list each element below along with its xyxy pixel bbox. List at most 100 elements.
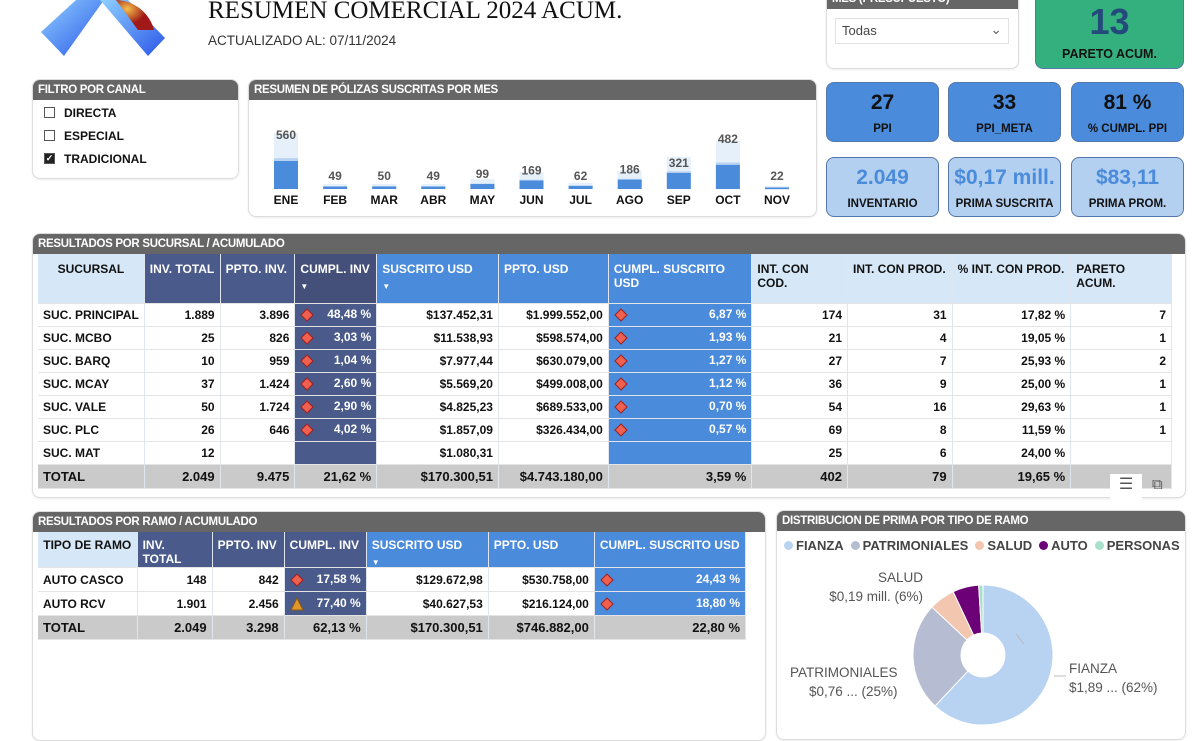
- column-header[interactable]: INT. CON PROD.: [847, 254, 953, 304]
- leader-line-patrimoniales: [919, 678, 927, 681]
- diamond-red-icon: [300, 331, 315, 345]
- table-cell: 4: [847, 326, 953, 350]
- cell-value: 31: [933, 307, 947, 322]
- column-header[interactable]: PPTO. USD: [498, 254, 609, 304]
- donut-slice-personas[interactable]: [978, 584, 984, 634]
- diamond-red-icon: [614, 423, 628, 437]
- kpi-label: INVENTARIO: [847, 198, 918, 210]
- total-cell: 79: [847, 464, 953, 489]
- column-header-label: PPTO. INV.: [225, 262, 287, 276]
- cell-value: $170.300,51: [410, 620, 483, 635]
- column-header[interactable]: SUSCRITO USD ▼: [376, 254, 499, 304]
- expand-icon[interactable]: ⧉: [1152, 476, 1163, 493]
- canal-option-tradicional[interactable]: ✓ TRADICIONAL: [33, 147, 238, 170]
- column-header[interactable]: CUMPL. INV: [284, 532, 367, 568]
- bar-AGO[interactable]: [617, 179, 642, 189]
- legend-item-auto[interactable]: AUTO: [1039, 538, 1088, 553]
- legend-item-personas[interactable]: PERSONAS: [1094, 538, 1180, 553]
- bar-category-label: JUN: [519, 193, 543, 207]
- checkbox-icon[interactable]: [44, 130, 55, 141]
- table-cell: 26: [144, 418, 221, 442]
- cell-value: 1: [1159, 399, 1166, 414]
- bar-JUL[interactable]: [568, 185, 593, 189]
- column-header[interactable]: CUMPL. SUSCRITO USD: [608, 254, 753, 304]
- donut-slice-fianza[interactable]: [934, 584, 1054, 726]
- checkbox-icon[interactable]: ✓: [44, 153, 55, 164]
- legend-label: AUTO: [1051, 538, 1088, 553]
- table-cell: 1.889: [144, 303, 221, 327]
- cell-value: $11.538,93: [433, 330, 493, 345]
- column-header[interactable]: SUSCRITO USD ▼: [366, 532, 489, 568]
- cell-value: 402: [820, 468, 842, 484]
- diamond-red-icon: [300, 423, 315, 437]
- bar-ABR[interactable]: [421, 186, 446, 189]
- legend-dot-icon: [784, 541, 793, 550]
- column-header[interactable]: INV. TOTAL: [137, 532, 213, 568]
- bar-SEP[interactable]: [666, 172, 691, 189]
- cell-value: $4.825,23: [439, 399, 493, 414]
- column-header[interactable]: CUMPL. SUSCRITO USD: [594, 532, 747, 568]
- polizas-bar-chart: 560 ENE 49 FEB 50 MAR 49 ABR 99 MAY 169 JUN 62 JUL 186…: [274, 128, 790, 207]
- cell-value: 4: [939, 330, 947, 345]
- month-dropdown[interactable]: Todas ⌄: [835, 18, 1009, 44]
- column-header[interactable]: CUMPL. INV ▼: [294, 254, 378, 304]
- cell-value: SUC. BARQ: [43, 353, 111, 368]
- table-cell: 9: [847, 372, 953, 396]
- total-cell: 3,59 %: [608, 464, 753, 489]
- canal-option-especial[interactable]: ESPECIAL: [33, 124, 238, 147]
- table-cell: [498, 441, 609, 465]
- legend-label: SALUD: [987, 538, 1033, 553]
- column-header[interactable]: PPTO. INV: [212, 532, 285, 568]
- table-row: SUC. PRINCIPAL 1.889 3.896 48,48 % $137.452,…: [38, 303, 1172, 327]
- table-cell: 31: [847, 303, 953, 327]
- bar-OCT[interactable]: [715, 164, 740, 189]
- cell-value: 25: [201, 330, 215, 345]
- column-header[interactable]: SUCURSAL: [38, 254, 145, 304]
- legend-item-patrimoniales[interactable]: PATRIMONIALES: [850, 538, 968, 553]
- column-header[interactable]: % INT. CON PROD.: [952, 254, 1072, 304]
- bar-FEB[interactable]: [323, 186, 348, 189]
- bar-JUN[interactable]: [519, 180, 544, 189]
- chevron-down-icon: ⌄: [990, 21, 1002, 37]
- bar-value-label: 49: [427, 169, 441, 183]
- column-header-label: SUSCRITO USD: [371, 538, 463, 552]
- bar-NOV[interactable]: [765, 187, 789, 190]
- cell-value: $216.124,00: [522, 596, 589, 611]
- table-cell: 0,57 %: [608, 418, 753, 442]
- bar-ENE[interactable]: [274, 161, 298, 189]
- cell-value: 24,43 %: [695, 572, 740, 586]
- sucursal-table-card: RESULTADOS POR SUCURSAL / ACUMULADO SUCU…: [32, 233, 1186, 498]
- table-cell: 25,00 %: [952, 372, 1072, 396]
- sort-desc-icon[interactable]: ▼: [300, 282, 309, 291]
- column-header[interactable]: PPTO. INV.: [220, 254, 296, 304]
- cell-value: 3,59 %: [705, 468, 747, 484]
- column-header[interactable]: TIPO DE RAMO: [38, 532, 138, 568]
- bar-category-label: MAY: [470, 193, 496, 207]
- table-cell: 174: [751, 303, 848, 327]
- canal-option-directa[interactable]: DIRECTA: [33, 101, 238, 124]
- table-cell: 842: [212, 567, 285, 592]
- bar-MAR[interactable]: [372, 186, 397, 190]
- column-header[interactable]: INT. CON COD.: [751, 254, 848, 304]
- table-cell: 36: [751, 372, 848, 396]
- table-cell: [1070, 441, 1172, 465]
- column-header[interactable]: PARETO ACUM.: [1070, 254, 1172, 304]
- cell-value: AUTO RCV: [43, 596, 106, 611]
- filter-icon[interactable]: ☰: [1110, 474, 1142, 500]
- sort-desc-icon[interactable]: ▼: [371, 558, 380, 567]
- cell-value: $1.857,09: [439, 422, 493, 437]
- table-cell: 4,02 %: [294, 418, 378, 442]
- column-header[interactable]: PPTO. USD: [488, 532, 595, 568]
- cell-value: $530.758,00: [522, 572, 589, 587]
- table-cell: 25: [751, 441, 848, 465]
- table-cell: 1: [1070, 418, 1172, 442]
- checkbox-icon[interactable]: [44, 107, 55, 118]
- cell-value: $598.574,00: [536, 330, 603, 345]
- bar-MAY[interactable]: [470, 184, 495, 189]
- sort-desc-icon[interactable]: ▼: [382, 282, 391, 291]
- donut-slice-patrimoniales[interactable]: [912, 606, 969, 707]
- table-cell: 24,00 %: [952, 441, 1072, 465]
- legend-item-fianza[interactable]: FIANZA: [784, 538, 844, 553]
- column-header[interactable]: INV. TOTAL: [144, 254, 221, 304]
- legend-item-salud[interactable]: SALUD: [975, 538, 1032, 553]
